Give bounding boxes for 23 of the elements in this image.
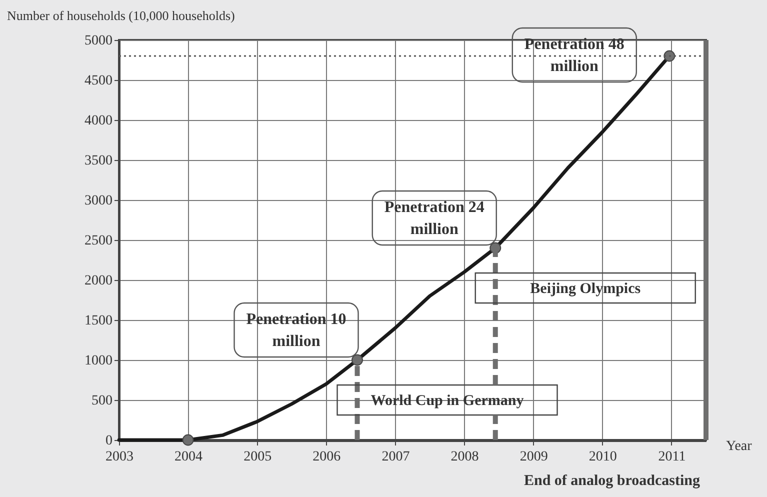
y-tick-label: 2500 <box>84 234 112 248</box>
x-tick-label: 2004 <box>174 450 203 464</box>
ref-line-label: End of analog broadcasting <box>524 473 700 489</box>
y-tick-label: 3500 <box>84 154 112 168</box>
x-tick-label: 2007 <box>382 450 410 464</box>
x-tick-label: 2008 <box>450 450 479 464</box>
y-tick-label: 4000 <box>84 114 112 128</box>
y-tick-label: 500 <box>92 394 112 408</box>
x-tick-label: 2011 <box>658 450 686 464</box>
x-tick-label: 2003 <box>106 450 134 464</box>
y-tick-label: 0 <box>106 434 112 448</box>
y-tick-label: 5000 <box>84 34 112 48</box>
y-axis-title: Number of households (10,000 households) <box>7 8 235 23</box>
y-tick-label: 4500 <box>84 74 112 88</box>
x-tick-label: 2006 <box>312 450 341 464</box>
x-tick-label: 2010 <box>588 450 617 464</box>
x-axis-title: Year <box>726 439 752 454</box>
y-tick-label: 3000 <box>84 194 112 208</box>
x-tick-label: 2005 <box>244 450 272 464</box>
x-tick-label: 2009 <box>520 450 548 464</box>
y-tick-label: 1500 <box>84 314 112 328</box>
y-tick-label: 1000 <box>84 354 112 368</box>
y-tick-label: 2000 <box>84 274 112 288</box>
